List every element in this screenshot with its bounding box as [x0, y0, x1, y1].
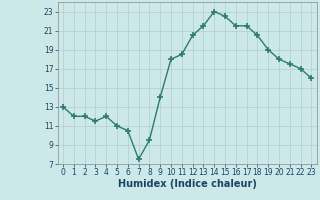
X-axis label: Humidex (Indice chaleur): Humidex (Indice chaleur) — [118, 179, 257, 189]
